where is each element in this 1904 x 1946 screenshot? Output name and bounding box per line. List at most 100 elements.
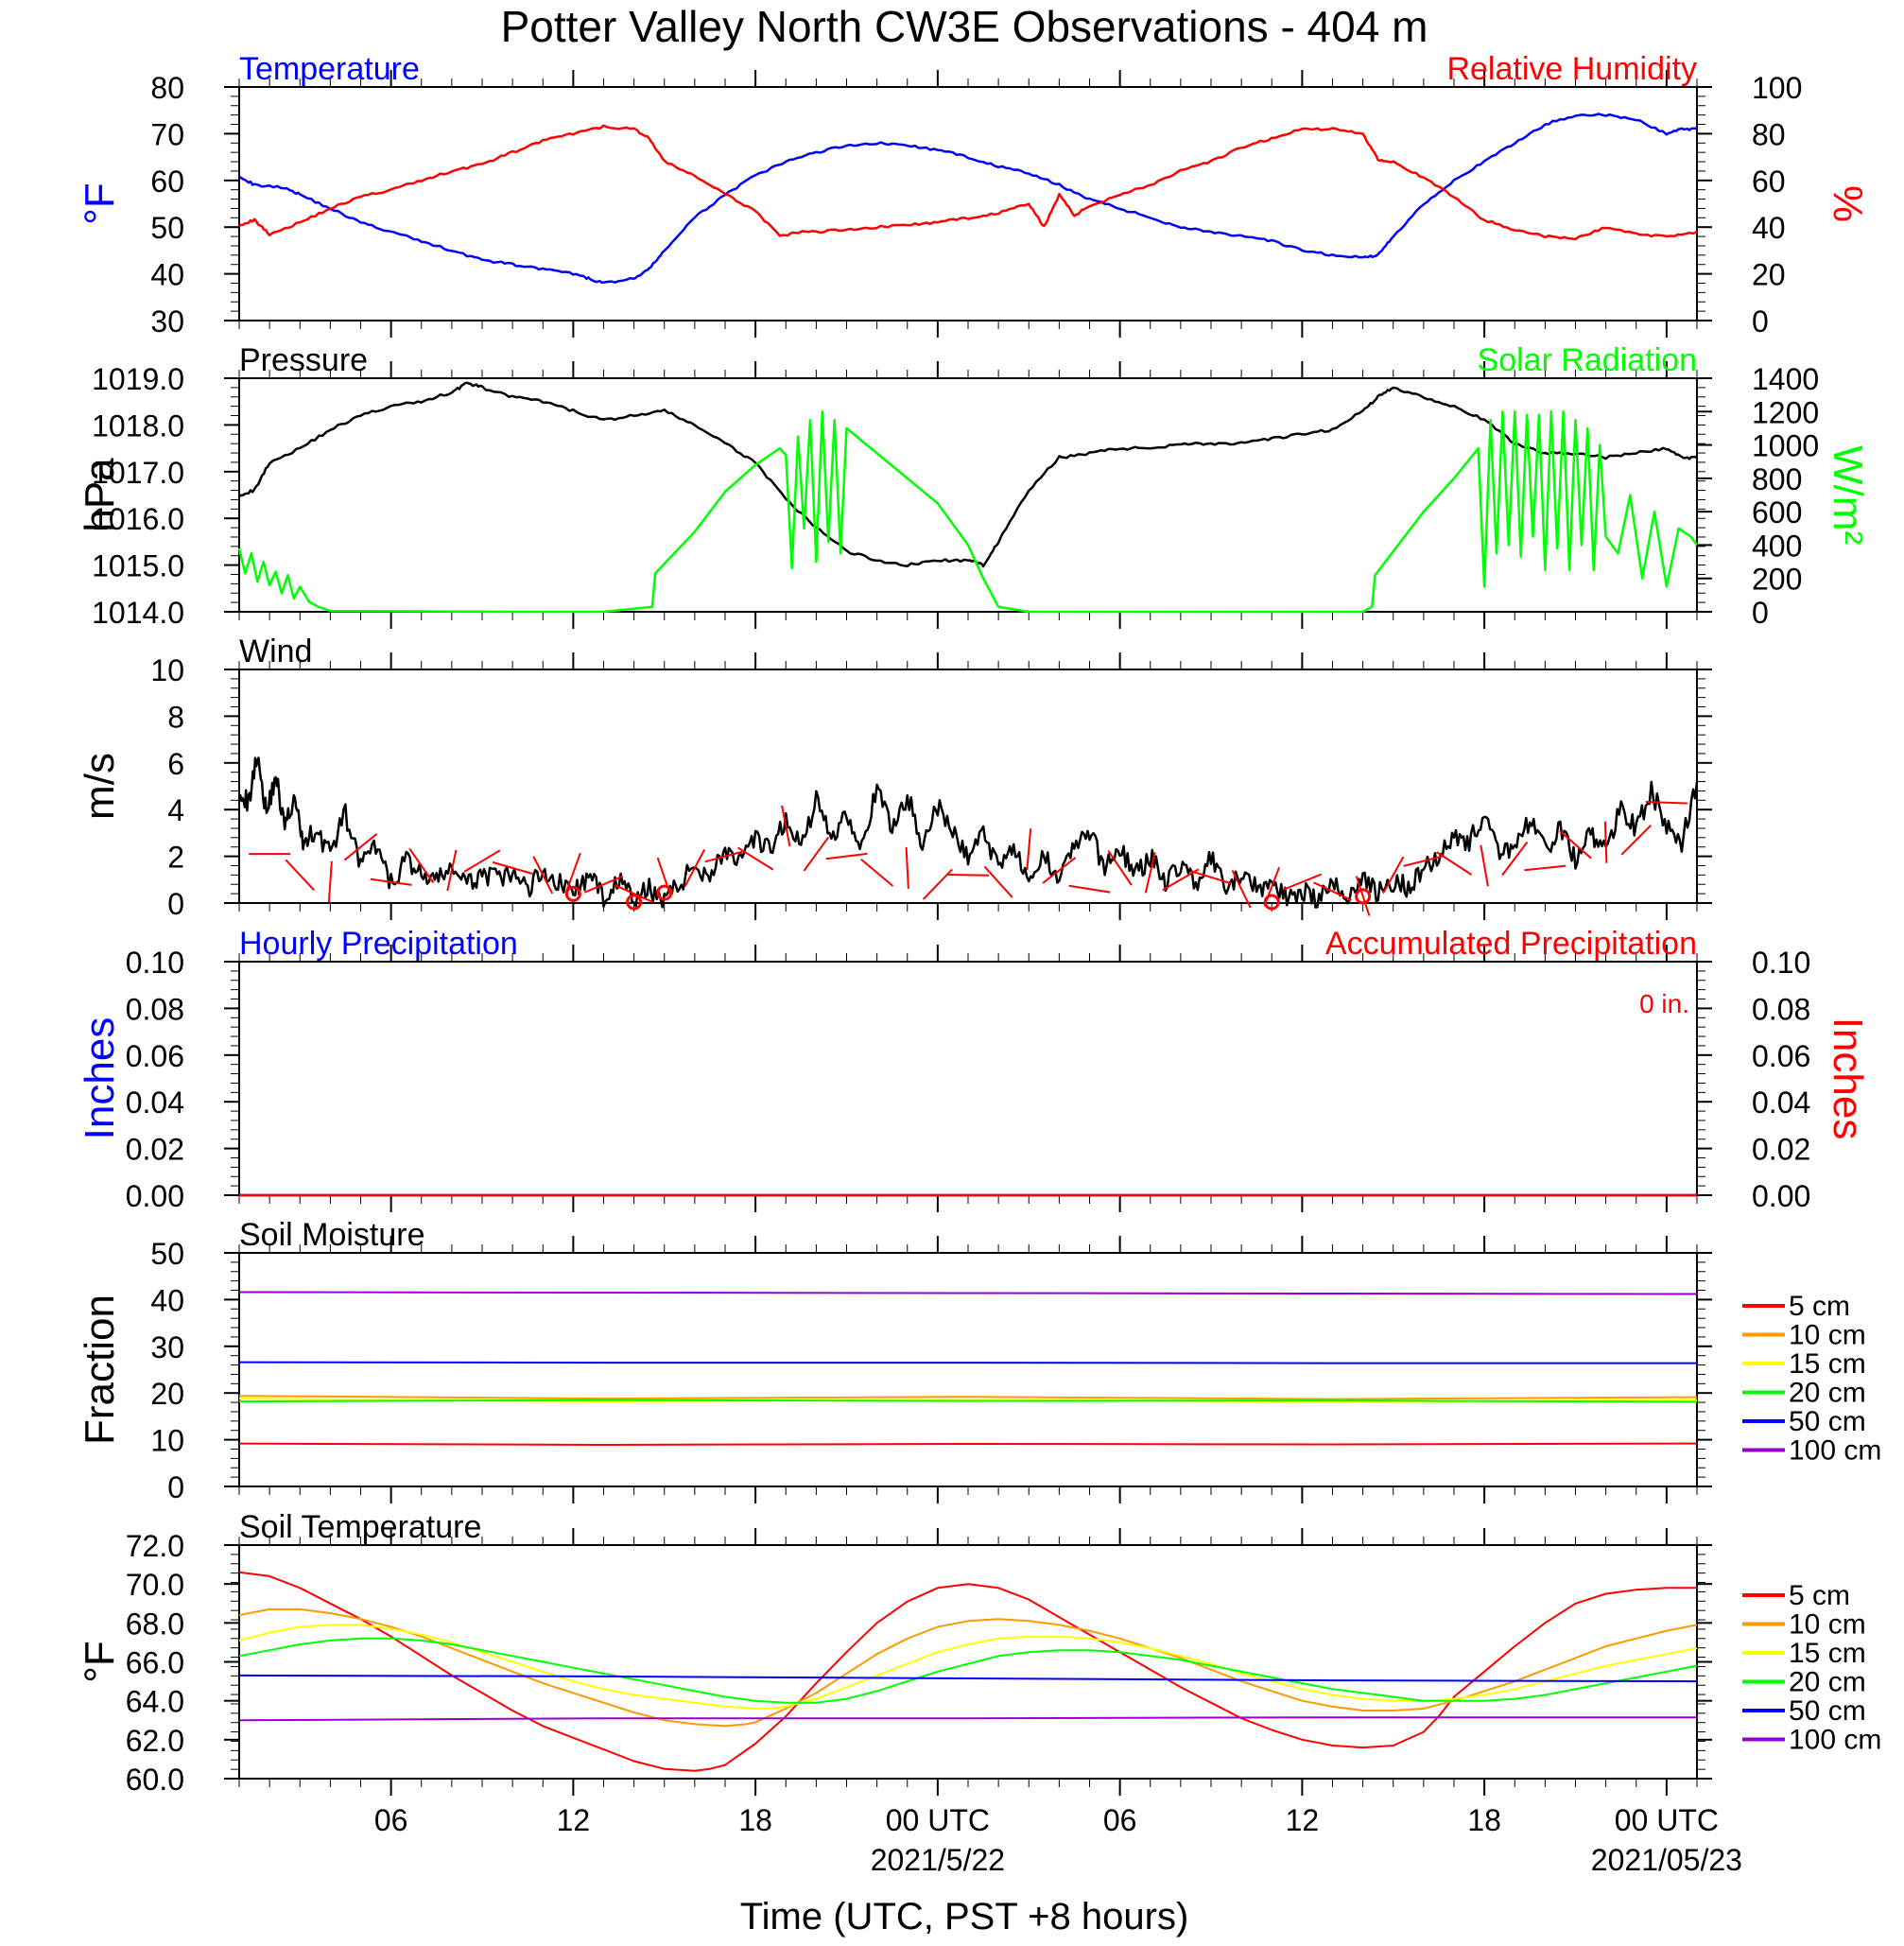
y-tick-label-left: 2 — [167, 841, 184, 875]
y-tick-label-left: 64.0 — [126, 1685, 184, 1719]
y-tick-label-right: 0 — [1752, 304, 1769, 339]
y-tick-label-right: 400 — [1752, 529, 1802, 563]
panel-precip: 0.00 0.02 0.04 0.06 0.08 0.10 0.00 0.02 0.04 0.06… — [77, 926, 1871, 1213]
legend-label: 5 cm — [1789, 1580, 1850, 1611]
wind-barb — [1645, 801, 1688, 805]
wind-barb — [285, 859, 315, 892]
x-tick-label: 00 UTC — [886, 1803, 990, 1837]
calm-marker — [1263, 894, 1280, 911]
y-tick-label-right: 200 — [1752, 563, 1802, 597]
calm-marker — [626, 894, 643, 911]
x-tick-label: 18 — [738, 1803, 772, 1837]
series-line-temperature — [238, 113, 1698, 285]
y-tick-label-left: 60 — [150, 165, 184, 199]
y-tick-label-right: 0.10 — [1752, 946, 1810, 980]
y-tick-label-left: 66.0 — [126, 1646, 184, 1680]
plot-frame — [238, 669, 1698, 904]
wind-barb — [1042, 857, 1077, 884]
panel-title-left: Hourly Precipitation — [239, 926, 518, 962]
y-tick-label-right: 20 — [1752, 258, 1786, 292]
plot-frame — [238, 961, 1698, 1196]
y-tick-label-right: 0.08 — [1752, 992, 1810, 1026]
legend-label: 100 cm — [1789, 1725, 1881, 1756]
y-tick-label-left: 50 — [150, 1237, 184, 1271]
wind-barb — [860, 858, 894, 887]
x-tick-label: 06 — [374, 1803, 408, 1837]
plot-frame — [238, 86, 1698, 321]
legend-label: 15 cm — [1789, 1638, 1866, 1669]
wind-barb — [1026, 828, 1032, 871]
y-tick-label-right: 0.02 — [1752, 1133, 1810, 1167]
series-line-100-cm — [238, 1291, 1698, 1295]
calm-marker — [1355, 888, 1372, 905]
y-tick-label-left: 72.0 — [126, 1529, 184, 1563]
y-tick-label-left: 0 — [167, 887, 184, 921]
wind-barb — [1068, 884, 1111, 894]
panel-temp_rh: 30 40 50 60 70 80 0 20 40 60 80 100 Temperature Relat… — [77, 51, 1871, 339]
wind-barb — [327, 860, 333, 903]
panel-title-left: Pressure — [239, 342, 368, 378]
wind-barb — [1559, 830, 1592, 860]
y-tick-label-left: 10 — [150, 1424, 184, 1458]
series-line-20-cm — [238, 1637, 1698, 1704]
y-axis-label-left: °F — [77, 182, 123, 224]
y-tick-label-right: 100 — [1752, 71, 1802, 105]
y-tick-label-left: 8 — [167, 700, 184, 734]
y-tick-label-left: 4 — [167, 793, 184, 827]
wind-barb — [1403, 855, 1445, 867]
wind-barb — [1501, 841, 1529, 877]
x-tick-label: 18 — [1467, 1803, 1501, 1837]
x-tick-label: 12 — [557, 1803, 591, 1837]
series-line-5-cm — [238, 1442, 1698, 1446]
wind-barb — [1107, 850, 1133, 886]
y-axis-label-right: Inches — [1825, 1017, 1871, 1140]
panel-title-left: Soil Temperature — [239, 1509, 481, 1545]
wind-barb — [1190, 870, 1232, 885]
y-axis-label-right: W/m² — [1825, 445, 1871, 545]
y-tick-label-left: 1017.0 — [92, 456, 184, 490]
y-tick-label-left: 60.0 — [126, 1763, 184, 1797]
wind-barb — [1355, 876, 1371, 916]
series-line-relative-humidity — [238, 124, 1698, 241]
wind-barb — [532, 856, 554, 895]
plot-frame — [238, 1544, 1698, 1780]
legend-label: 50 cm — [1789, 1695, 1866, 1727]
series-line-100-cm — [238, 1716, 1697, 1722]
y-axis-label-right: % — [1825, 185, 1871, 222]
wind-barb — [781, 805, 791, 847]
y-tick-label-right: 600 — [1752, 495, 1802, 530]
wind-barb — [583, 875, 624, 894]
panel-title-right: Relative Humidity — [1446, 51, 1697, 87]
y-tick-label-left: 80 — [150, 71, 184, 105]
wind-barb — [656, 857, 672, 897]
wind-barb — [905, 846, 909, 889]
y-tick-label-right: 0.06 — [1752, 1039, 1810, 1073]
wind-barb — [1480, 844, 1489, 887]
y-tick-label-right: 1400 — [1752, 362, 1819, 396]
x-tick-label: 12 — [1286, 1803, 1320, 1837]
precip-total-annotation: 0 in. — [1639, 989, 1689, 1018]
y-tick-label-right: 0.00 — [1752, 1179, 1810, 1213]
wind-barb — [1231, 869, 1252, 909]
y-tick-label-right: 0 — [1752, 596, 1769, 630]
plot-frame — [238, 1252, 1698, 1487]
y-tick-label-left: 40 — [150, 1283, 184, 1317]
panel-title-left: Temperature — [239, 51, 420, 87]
wind-barb — [825, 852, 868, 860]
wind-barb — [983, 865, 1013, 898]
y-tick-label-left: 1016.0 — [92, 502, 184, 536]
panel-soil_temp: 60.0 62.0 64.0 66.0 68.0 70.0 72.0 Soil Tempera… — [77, 1509, 1881, 1797]
y-tick-label-left: 30 — [150, 1330, 184, 1364]
y-tick-label-left: 40 — [150, 258, 184, 292]
wind-barb — [564, 852, 581, 893]
legend-label: 15 cm — [1789, 1348, 1866, 1380]
y-tick-label-left: 50 — [150, 211, 184, 245]
y-tick-label-left: 0.04 — [126, 1086, 184, 1120]
y-tick-label-left: 0.10 — [126, 946, 184, 980]
y-tick-label-left: 70 — [150, 117, 184, 151]
y-axis-label-left: Fraction — [77, 1294, 123, 1445]
y-tick-label-right: 1200 — [1752, 395, 1819, 429]
